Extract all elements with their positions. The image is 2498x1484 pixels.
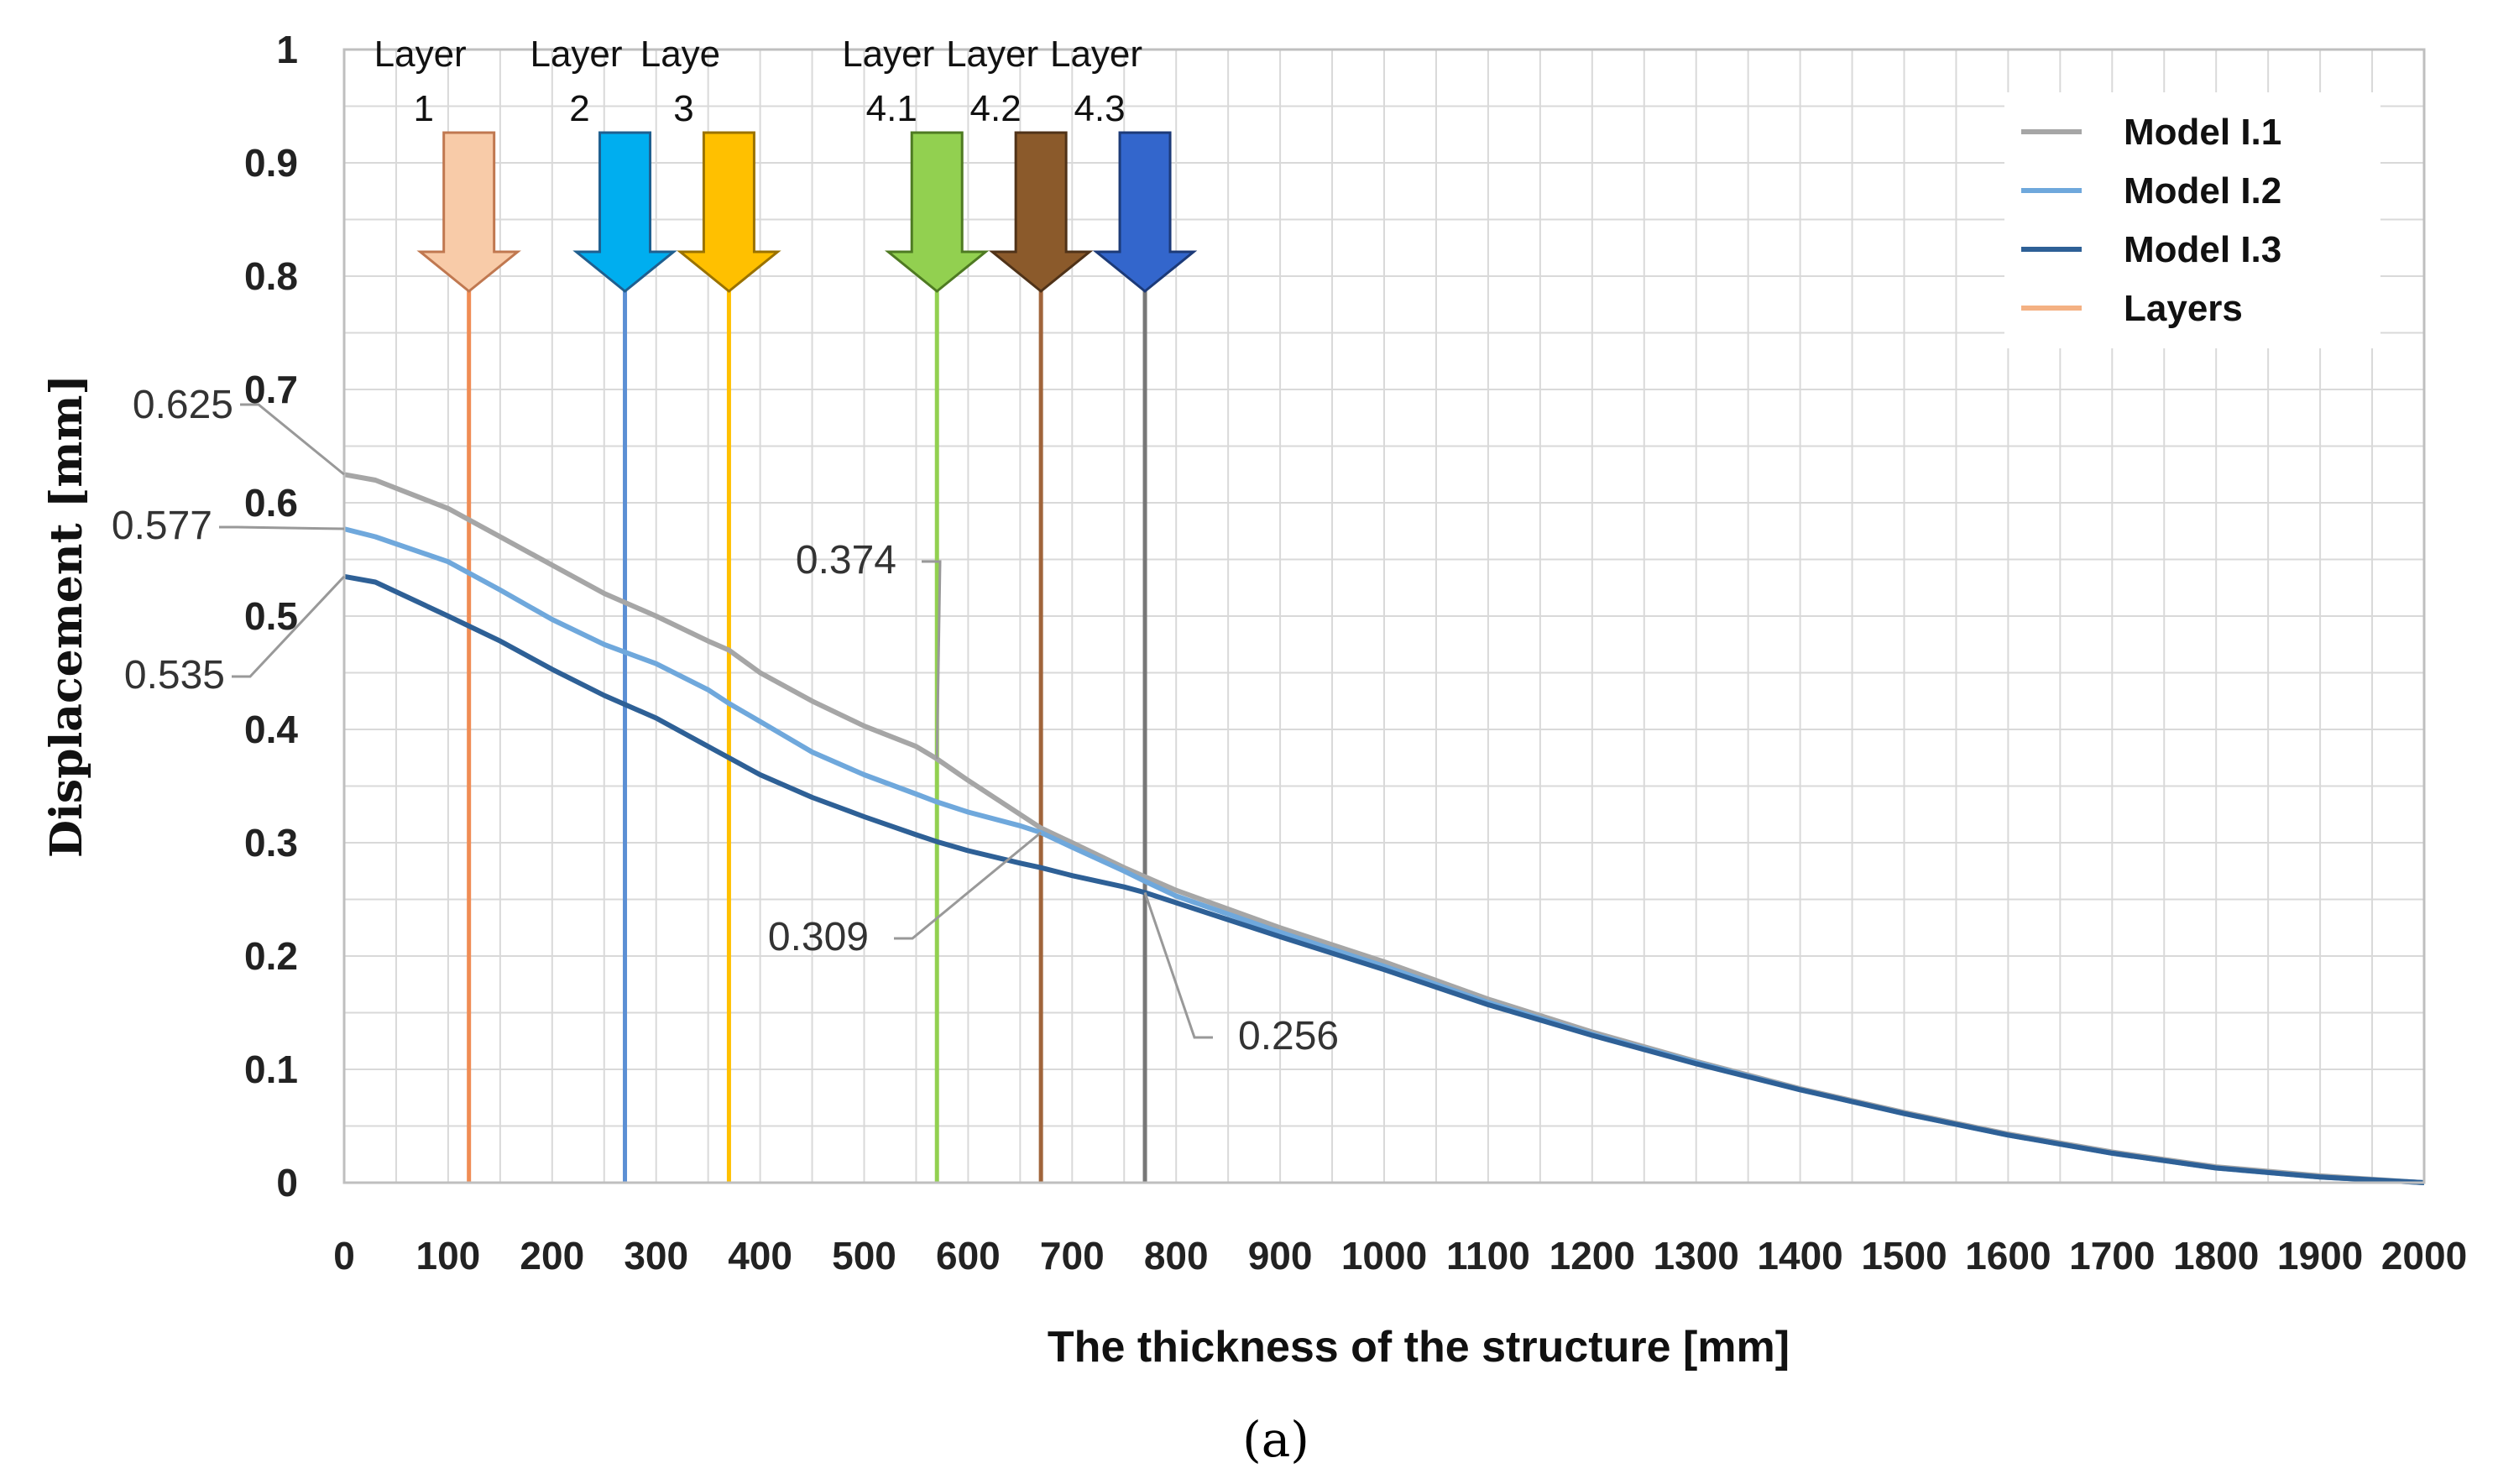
layer-arrow-3 [677,131,781,293]
y-tick-label: 0.4 [244,708,298,751]
layer-arrows: Layer 1 Layer 2 Laye 3 Layer 4.1 Layer 4.2 Layer 4.… [374,34,1198,293]
layer-label: Layer [530,34,622,75]
x-tick-label: 800 [1144,1234,1209,1278]
annotation-leader [922,560,942,760]
layer-label: Laye [640,34,720,75]
legend-label: Layers [2124,288,2243,329]
legend-label: Model I.3 [2124,229,2281,270]
legend-label: Model I.2 [2124,170,2281,212]
x-tick-label: 500 [832,1234,896,1278]
y-tick-label: 1 [276,28,298,71]
x-tick-label: 1200 [1549,1234,1635,1278]
x-tick-label: 2000 [2381,1234,2467,1278]
x-tick-label: 700 [1040,1234,1105,1278]
annotation-label: 0.577 [112,504,212,548]
layer-arrow-2 [572,131,677,293]
x-tick-label: 1000 [1341,1234,1427,1278]
x-tick-label: 1700 [2069,1234,2155,1278]
annotation-label: 0.535 [124,653,225,698]
legend-label: Model I.1 [2124,112,2281,153]
x-tick-label: 1400 [1757,1234,1842,1278]
layer-arrow-4 [884,131,990,293]
annotation-leader [232,575,346,678]
x-tick-label: 1600 [1965,1234,2051,1278]
x-tick-label: 900 [1248,1234,1313,1278]
y-tick-labels: 00.10.20.30.40.50.60.70.80.91 [244,28,298,1204]
x-tick-label: 400 [728,1234,792,1278]
layer-label: Layer [1050,34,1142,75]
x-tick-labels: 0 100 200 300 400 500 600 700 800 900 1000 1100 1200… [333,1234,2467,1278]
y-tick-label: 0 [276,1161,298,1204]
layer-arrow-1 [416,131,521,293]
layer-arrow-5 [988,131,1094,293]
legend: Model I.1 Model I.2 Model I.3 Layers [2004,92,2380,348]
layer-number: 4.2 [970,88,1022,129]
layer-number: 3 [673,88,693,129]
x-tick-label: 0 [333,1234,355,1278]
series-line-3 [343,573,2425,1185]
layer-label: Layer [374,34,467,75]
layer-label: Layer [842,34,934,75]
annotation-leader [240,403,345,476]
y-tick-label: 0.9 [244,141,298,185]
annotation-label: 0.625 [133,383,233,427]
layer-number: 4.3 [1074,88,1125,129]
x-tick-label: 1900 [2277,1234,2363,1278]
y-tick-label: 0.6 [244,481,298,525]
plot-frame [342,48,2426,1184]
annotation-label: 0.374 [796,538,896,583]
x-tick-label: 1100 [1446,1234,1530,1278]
y-axis-label: Displacement [mm] [41,374,92,858]
x-tick-label: 1500 [1861,1234,1947,1278]
x-tick-label: 600 [936,1234,1001,1278]
y-tick-label: 0.2 [244,934,298,978]
x-tick-label: 300 [624,1234,688,1278]
y-tick-label: 0.5 [244,594,298,638]
x-axis-label: The thickness of the structure [mm] [1048,1323,1790,1372]
annotation-label: 0.309 [768,915,869,959]
layer-label: Layer [946,34,1038,75]
y-tick-label: 0.3 [244,821,298,865]
x-tick-label: 1300 [1654,1234,1739,1278]
layer-lines [467,290,1147,1183]
annotation-leader [1143,891,1213,1039]
y-tick-label: 0.8 [244,254,298,298]
x-tick-label: 1800 [2173,1234,2259,1278]
layer-number: 1 [413,88,433,129]
layer-arrow-6 [1092,131,1198,293]
annotation-leader [219,525,345,530]
y-tick-label: 0.1 [244,1048,298,1091]
x-tick-label: 200 [520,1234,584,1278]
value-annotations: 0.625 0.577 0.535 0.374 0.309 0.256 [112,383,1339,1058]
annotation-leader [894,831,1043,940]
layer-number: 4.1 [866,88,917,129]
annotation-label: 0.256 [1238,1014,1339,1058]
layer-number: 2 [569,88,589,129]
x-tick-label: 100 [416,1234,481,1278]
figure-caption: (a) [1242,1411,1309,1468]
